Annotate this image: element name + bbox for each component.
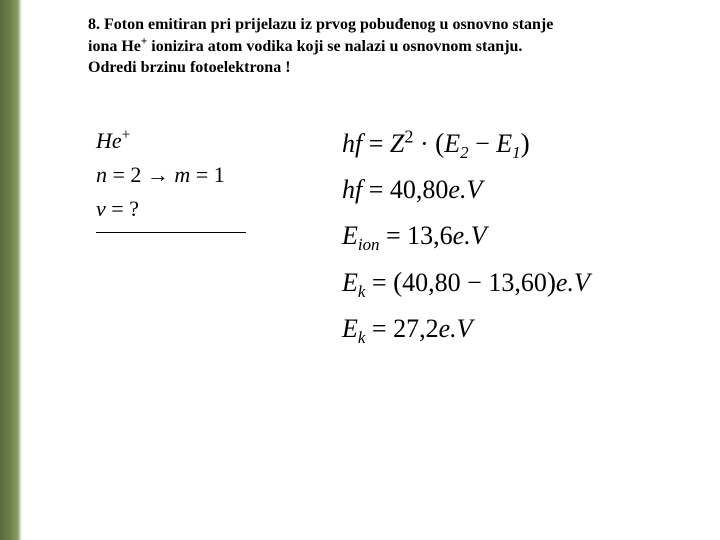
given-divider xyxy=(96,232,246,233)
problem-line1: 8. Foton emitiran pri prijelazu iz prvog… xyxy=(88,16,553,33)
given-arrow: → xyxy=(147,162,175,187)
e1-e2: E xyxy=(444,129,460,158)
e5-eq: = xyxy=(365,314,393,343)
equations-block: hf = Z2 · (E2 − E1) hf = 40,80e.V Eion =… xyxy=(342,128,590,360)
e1-s2: 2 xyxy=(460,143,468,162)
e2-unit: e.V xyxy=(448,175,482,204)
e2-val: 40,80 xyxy=(390,175,449,204)
given-2: 2 xyxy=(130,162,147,187)
e1-minus: − xyxy=(469,129,497,158)
given-n: n xyxy=(96,162,113,187)
e3-E: E xyxy=(342,221,358,250)
e1-hf: hf xyxy=(342,129,369,158)
eq-hf-formula: hf = Z2 · (E2 − E1) xyxy=(342,128,590,159)
e1-e1: E xyxy=(496,129,512,158)
e1-lp: ( xyxy=(435,128,444,158)
e4-eq: = xyxy=(365,268,393,297)
given-1: 1 xyxy=(214,162,225,187)
given-transition: n = 2 → m = 1 xyxy=(96,162,246,188)
e1-eq: = xyxy=(369,129,390,158)
e5-E: E xyxy=(342,314,358,343)
e4-E: E xyxy=(342,268,358,297)
e2-hf: hf xyxy=(342,175,369,204)
e4-lp: ( xyxy=(393,267,402,297)
e3-val: 13,6 xyxy=(407,221,453,250)
given-v-q: ? xyxy=(129,196,139,221)
given-v-eq: = xyxy=(111,196,129,221)
given-he-sym: He xyxy=(96,128,122,153)
problem-line2b: ionizira atom vodika koji se nalazi u os… xyxy=(147,38,522,55)
given-v: v = ? xyxy=(96,196,246,222)
problem-statement: 8. Foton emitiran pri prijelazu iz prvog… xyxy=(88,14,698,79)
eq-hf-value: hf = 40,80e.V xyxy=(342,175,590,205)
eq-ek-value: Ek = 27,2e.V xyxy=(342,314,590,344)
e3-ion: ion xyxy=(358,235,380,254)
problem-line3: Odredi brzinu fotoelektrona ! xyxy=(88,59,291,76)
e3-unit: e.V xyxy=(453,221,487,250)
given-v-sym: v xyxy=(96,196,111,221)
given-eq2: = xyxy=(196,162,214,187)
given-m: m xyxy=(174,162,195,187)
e4-unit: e.V xyxy=(556,268,590,297)
given-eq1: = xyxy=(113,162,131,187)
given-he: He+ xyxy=(96,128,246,154)
e4-rp: ) xyxy=(547,267,556,297)
decorative-left-border xyxy=(0,0,22,540)
eq-ek-diff: Ek = (40,80 − 13,60)e.V xyxy=(342,267,590,298)
problem-line2a: iona He xyxy=(88,38,141,55)
e1-dot: · xyxy=(413,129,435,158)
e1-rp: ) xyxy=(521,128,530,158)
problem-text: 8. Foton emitiran pri prijelazu iz prvog… xyxy=(88,14,698,79)
eq-eion: Eion = 13,6e.V xyxy=(342,221,590,251)
e1-s1: 1 xyxy=(512,143,520,162)
e3-eq: = xyxy=(379,221,407,250)
given-he-plus: + xyxy=(122,127,131,144)
e2-eq: = xyxy=(369,175,390,204)
given-block: He+ n = 2 → m = 1 v = ? xyxy=(96,128,246,233)
e1-z: Z xyxy=(390,129,404,158)
e4-val: 40,80 − 13,60 xyxy=(402,268,547,297)
e5-val: 27,2 xyxy=(393,314,439,343)
e5-unit: e.V xyxy=(439,314,473,343)
